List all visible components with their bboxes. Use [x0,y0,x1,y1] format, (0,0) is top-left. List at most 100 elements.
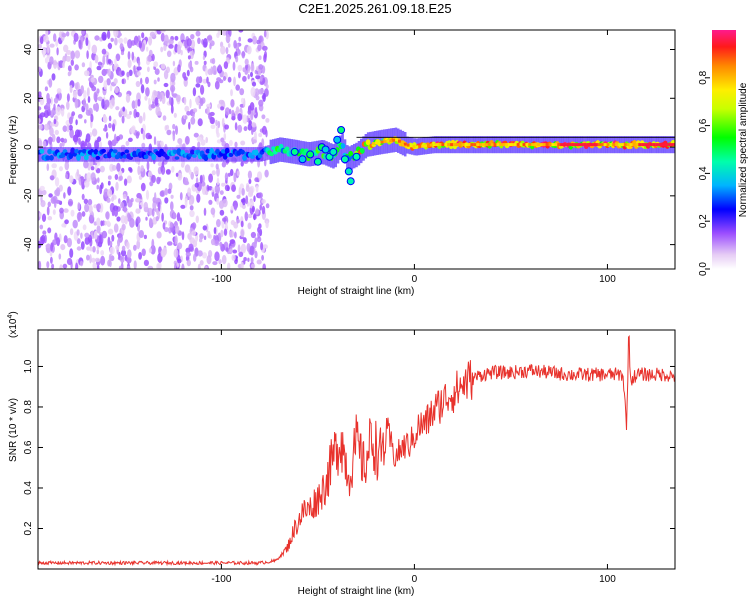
signal-cell [81,149,87,154]
noise-speckle [64,161,70,171]
noise-speckle [145,87,150,97]
noise-speckle [187,55,191,60]
signal-core [586,143,590,147]
noise-speckle [63,208,69,213]
noise-speckle [189,210,195,218]
noise-speckle [46,261,50,269]
noise-speckle [247,222,252,230]
noise-speckle [76,229,80,236]
noise-speckle [118,198,121,204]
signal-core [461,143,465,147]
noise-speckle [261,114,266,120]
noise-speckle [229,108,232,115]
noise-speckle [174,225,180,234]
noise-speckle [72,219,78,229]
noise-speckle [244,58,249,66]
noise-speckle [188,243,194,252]
noise-speckle [50,96,53,105]
noise-speckle [227,172,231,177]
signal-core [510,143,514,147]
noise-speckle [206,106,210,116]
noise-speckle [237,244,241,253]
signal-cell [74,149,79,154]
noise-speckle [241,188,245,196]
noise-speckle [160,30,166,33]
noise-speckle [76,238,81,245]
signal-core [618,143,622,147]
noise-speckle [99,234,102,244]
noise-speckle [192,112,195,119]
noise-speckle [248,187,254,196]
signal-core [655,143,659,147]
noise-speckle [123,206,127,213]
noise-speckle [193,253,197,262]
noise-speckle [96,217,101,227]
noise-speckle [156,207,159,216]
noise-speckle [225,47,229,55]
noise-speckle [68,124,73,131]
noise-speckle [39,96,45,106]
signal-cell [93,149,99,155]
noise-speckle [236,219,240,224]
noise-speckle [115,53,121,62]
noise-speckle [91,44,98,54]
noise-speckle [173,112,177,118]
noise-speckle [143,234,147,240]
noise-speckle [69,228,74,236]
noise-speckle [203,207,207,216]
signal-core [415,145,419,149]
signal-core [531,143,535,147]
noise-speckle [113,64,118,71]
noise-speckle [194,60,199,65]
noise-speckle [240,229,245,238]
noise-speckle [93,104,96,111]
noise-speckle [170,194,174,199]
signal-core [563,143,566,147]
noise-speckle [63,235,68,244]
noise-speckle [75,262,79,269]
noise-speckle [255,185,259,193]
noise-speckle [81,211,86,217]
noise-speckle [223,228,228,236]
noise-speckle [94,54,99,64]
signal-core [409,144,413,148]
noise-speckle [254,250,258,259]
noise-speckle [180,49,183,56]
noise-speckle [163,227,169,233]
noise-speckle [85,109,92,116]
noise-speckle [137,60,141,67]
noise-speckle [223,133,227,141]
noise-speckle [156,176,161,185]
noise-speckle [196,136,203,142]
signal-core [482,143,485,147]
noise-speckle [259,75,263,82]
noise-speckle [179,217,182,226]
noise-speckle [227,262,231,269]
signal-core [473,143,477,147]
noise-speckle [115,181,119,191]
noise-speckle [220,45,226,55]
noise-speckle [66,124,70,133]
noise-speckle [249,245,255,256]
noise-speckle [64,219,69,225]
signal-halo [343,139,347,164]
noise-speckle [164,197,169,204]
noise-speckle [242,114,248,124]
noise-speckle [70,59,75,66]
noise-speckle [86,50,89,60]
noise-speckle [233,76,236,87]
y-tick-label: 0 [23,144,34,150]
signal-core [551,143,555,147]
noise-speckle [168,44,174,49]
noise-speckle [114,57,117,67]
noise-speckle [65,173,69,179]
noise-speckle [258,64,264,70]
noise-speckle [144,95,148,101]
noise-speckle [38,124,43,130]
noise-speckle [136,216,141,224]
noise-speckle [66,237,72,248]
signal-core [621,143,624,147]
signal-cell [340,143,346,149]
noise-speckle [187,187,192,197]
noise-speckle [46,206,50,216]
